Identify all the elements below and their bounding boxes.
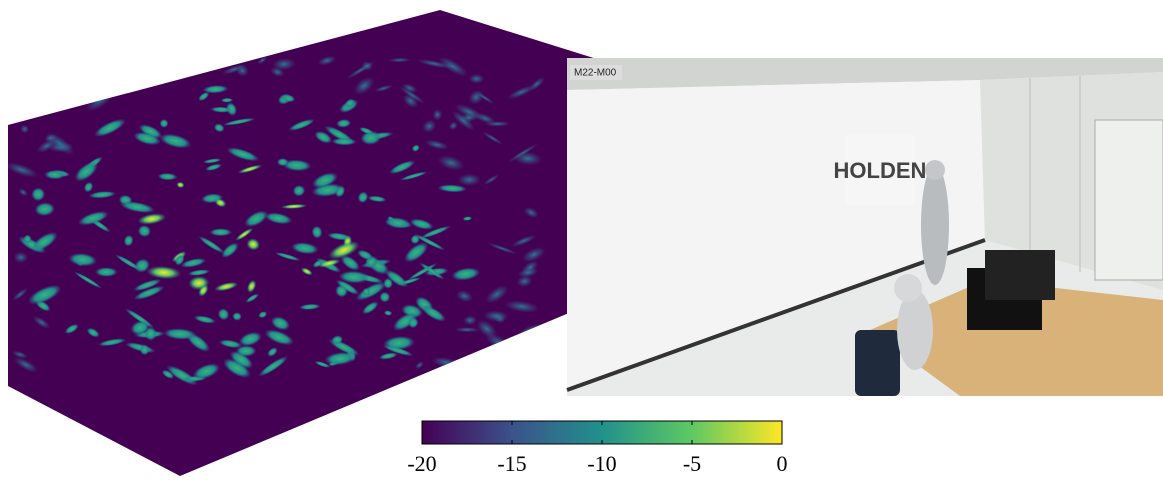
blob [12,61,42,84]
blob [59,70,85,79]
chair [855,330,900,396]
tick-label: -5 [683,451,701,476]
blob [85,80,97,91]
blob [117,63,132,78]
blob [64,68,79,81]
blob [153,61,184,77]
monitor [985,250,1055,300]
tick-label: 0 [777,451,788,476]
blob [30,81,57,100]
figure: HOLDEN M22-M00 -20 -15 -10 -5 0 [0,0,1163,479]
blob [454,327,479,332]
volume-render [3,10,600,476]
mannequin-standing [921,165,949,285]
photo: HOLDEN M22-M00 [567,58,1163,396]
tick-label: -15 [497,451,526,476]
mannequin-head [925,160,945,180]
blob [57,57,88,78]
blob [277,158,289,166]
mannequin-head [894,274,922,302]
mannequin-seated [897,290,933,370]
blob [173,64,196,75]
tick-label: -20 [407,451,436,476]
blob [450,370,486,385]
blob [505,348,534,363]
blob [210,228,232,236]
sign-text: HOLDEN [834,158,927,183]
camera-label: M22-M00 [574,68,617,79]
blob [9,92,42,115]
blob [458,174,481,186]
blob [117,71,144,91]
blob [490,347,502,360]
blob [236,345,257,356]
door [1095,120,1163,280]
colorbar: -20 -15 -10 -5 0 [407,421,787,476]
blob [79,69,92,84]
tick-label: -10 [587,451,616,476]
blob [59,60,85,80]
blob [8,60,38,86]
